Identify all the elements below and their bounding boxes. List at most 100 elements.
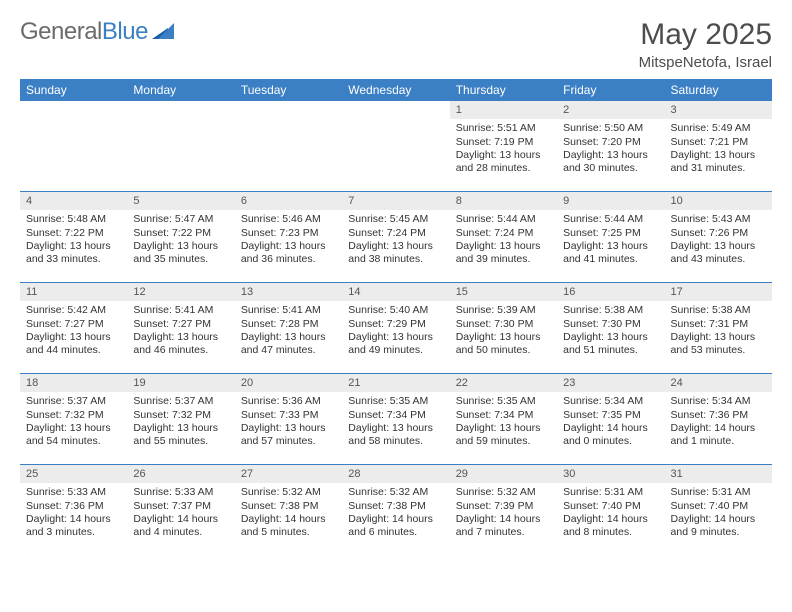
calendar-cell bbox=[342, 101, 449, 191]
calendar-cell bbox=[127, 101, 234, 191]
dow-sunday: Sunday bbox=[20, 79, 127, 101]
calendar-cell bbox=[235, 101, 342, 191]
calendar-body: 1Sunrise: 5:51 AMSunset: 7:19 PMDaylight… bbox=[20, 101, 772, 555]
day-content: Sunrise: 5:44 AMSunset: 7:24 PMDaylight:… bbox=[450, 210, 557, 273]
day-content: Sunrise: 5:37 AMSunset: 7:32 PMDaylight:… bbox=[127, 392, 234, 455]
day-number: 20 bbox=[235, 374, 342, 392]
calendar-cell: 17 Sunrise: 5:38 AMSunset: 7:31 PMDayligh… bbox=[665, 283, 772, 373]
daylight-text: Daylight: 13 hours and 53 minutes. bbox=[671, 331, 766, 358]
day-number: 3 bbox=[665, 101, 772, 119]
sunset-text: Sunset: 7:25 PM bbox=[563, 227, 658, 240]
sunset-text: Sunset: 7:24 PM bbox=[456, 227, 551, 240]
page-header: GeneralBlue May 2025 MitspeNetofa, Israe… bbox=[20, 18, 772, 71]
daylight-text: Daylight: 13 hours and 59 minutes. bbox=[456, 422, 551, 449]
day-content: Sunrise: 5:36 AMSunset: 7:33 PMDaylight:… bbox=[235, 392, 342, 455]
sunrise-text: Sunrise: 5:38 AM bbox=[671, 304, 766, 317]
calendar-cell: 8Sunrise: 5:44 AMSunset: 7:24 PMDaylight… bbox=[450, 192, 557, 282]
daylight-text: Daylight: 13 hours and 39 minutes. bbox=[456, 240, 551, 267]
daylight-text: Daylight: 14 hours and 9 minutes. bbox=[671, 513, 766, 540]
daylight-text: Daylight: 14 hours and 5 minutes. bbox=[241, 513, 336, 540]
daylight-text: Daylight: 14 hours and 0 minutes. bbox=[563, 422, 658, 449]
daylight-text: Daylight: 13 hours and 51 minutes. bbox=[563, 331, 658, 358]
calendar-cell: 10Sunrise: 5:43 AMSunset: 7:26 PMDayligh… bbox=[665, 192, 772, 282]
daylight-text: Daylight: 14 hours and 8 minutes. bbox=[563, 513, 658, 540]
dow-monday: Monday bbox=[127, 79, 234, 101]
dow-friday: Friday bbox=[557, 79, 664, 101]
sunrise-text: Sunrise: 5:37 AM bbox=[133, 395, 228, 408]
calendar-cell: 3Sunrise: 5:49 AMSunset: 7:21 PMDaylight… bbox=[665, 101, 772, 191]
day-content: Sunrise: 5:50 AMSunset: 7:20 PMDaylight:… bbox=[557, 119, 664, 182]
daylight-text: Daylight: 13 hours and 54 minutes. bbox=[26, 422, 121, 449]
logo-mark-icon bbox=[152, 18, 174, 46]
day-content: Sunrise: 5:43 AMSunset: 7:26 PMDaylight:… bbox=[665, 210, 772, 273]
day-number: 21 bbox=[342, 374, 449, 392]
day-content: Sunrise: 5:51 AMSunset: 7:19 PMDaylight:… bbox=[450, 119, 557, 182]
sunset-text: Sunset: 7:27 PM bbox=[26, 318, 121, 331]
sunset-text: Sunset: 7:21 PM bbox=[671, 136, 766, 149]
calendar-cell: 20Sunrise: 5:36 AMSunset: 7:33 PMDayligh… bbox=[235, 374, 342, 464]
daylight-text: Daylight: 13 hours and 38 minutes. bbox=[348, 240, 443, 267]
sunrise-text: Sunrise: 5:35 AM bbox=[348, 395, 443, 408]
dow-saturday: Saturday bbox=[665, 79, 772, 101]
calendar-cell: 9Sunrise: 5:44 AMSunset: 7:25 PMDaylight… bbox=[557, 192, 664, 282]
day-number: 23 bbox=[557, 374, 664, 392]
day-number: 5 bbox=[127, 192, 234, 210]
day-content: Sunrise: 5:35 AMSunset: 7:34 PMDaylight:… bbox=[342, 392, 449, 455]
month-title: May 2025 bbox=[639, 18, 772, 52]
sunset-text: Sunset: 7:20 PM bbox=[563, 136, 658, 149]
day-content: Sunrise: 5:31 AMSunset: 7:40 PMDaylight:… bbox=[665, 483, 772, 546]
sunset-text: Sunset: 7:23 PM bbox=[241, 227, 336, 240]
day-number: 15 bbox=[450, 283, 557, 301]
daylight-text: Daylight: 13 hours and 30 minutes. bbox=[563, 149, 658, 176]
logo-text-1: General bbox=[20, 18, 102, 46]
sunrise-text: Sunrise: 5:45 AM bbox=[348, 213, 443, 226]
daylight-text: Daylight: 13 hours and 35 minutes. bbox=[133, 240, 228, 267]
sunrise-text: Sunrise: 5:31 AM bbox=[563, 486, 658, 499]
calendar-header-row: Sunday Monday Tuesday Wednesday Thursday… bbox=[20, 79, 772, 101]
sunset-text: Sunset: 7:36 PM bbox=[671, 409, 766, 422]
day-number: 17 bbox=[665, 283, 772, 301]
sunrise-text: Sunrise: 5:37 AM bbox=[26, 395, 121, 408]
day-number: 2 bbox=[557, 101, 664, 119]
sunrise-text: Sunrise: 5:40 AM bbox=[348, 304, 443, 317]
day-content: Sunrise: 5:48 AMSunset: 7:22 PMDaylight:… bbox=[20, 210, 127, 273]
day-content: Sunrise: 5:32 AMSunset: 7:38 PMDaylight:… bbox=[235, 483, 342, 546]
day-number: 16 bbox=[557, 283, 664, 301]
calendar-cell: 27Sunrise: 5:32 AMSunset: 7:38 PMDayligh… bbox=[235, 465, 342, 555]
day-number: 22 bbox=[450, 374, 557, 392]
day-content: Sunrise: 5:33 AMSunset: 7:37 PMDaylight:… bbox=[127, 483, 234, 546]
sunrise-text: Sunrise: 5:32 AM bbox=[241, 486, 336, 499]
calendar-cell: 11Sunrise: 5:42 AMSunset: 7:27 PMDayligh… bbox=[20, 283, 127, 373]
daylight-text: Daylight: 14 hours and 3 minutes. bbox=[26, 513, 121, 540]
daylight-text: Daylight: 13 hours and 31 minutes. bbox=[671, 149, 766, 176]
day-content: Sunrise: 5:34 AMSunset: 7:36 PMDaylight:… bbox=[665, 392, 772, 455]
calendar-cell: 6Sunrise: 5:46 AMSunset: 7:23 PMDaylight… bbox=[235, 192, 342, 282]
day-number: 10 bbox=[665, 192, 772, 210]
day-number: 25 bbox=[20, 465, 127, 483]
sunset-text: Sunset: 7:30 PM bbox=[456, 318, 551, 331]
calendar-cell: 28Sunrise: 5:32 AMSunset: 7:38 PMDayligh… bbox=[342, 465, 449, 555]
sunset-text: Sunset: 7:31 PM bbox=[671, 318, 766, 331]
dow-thursday: Thursday bbox=[450, 79, 557, 101]
day-content: Sunrise: 5:42 AMSunset: 7:27 PMDaylight:… bbox=[20, 301, 127, 364]
day-number: 9 bbox=[557, 192, 664, 210]
calendar-cell: 24Sunrise: 5:34 AMSunset: 7:36 PMDayligh… bbox=[665, 374, 772, 464]
day-content: Sunrise: 5:38 AMSunset: 7:30 PMDaylight:… bbox=[557, 301, 664, 364]
calendar-cell: 29Sunrise: 5:32 AMSunset: 7:39 PMDayligh… bbox=[450, 465, 557, 555]
day-content: Sunrise: 5:45 AMSunset: 7:24 PMDaylight:… bbox=[342, 210, 449, 273]
sunset-text: Sunset: 7:39 PM bbox=[456, 500, 551, 513]
daylight-text: Daylight: 14 hours and 7 minutes. bbox=[456, 513, 551, 540]
daylight-text: Daylight: 13 hours and 57 minutes. bbox=[241, 422, 336, 449]
calendar-cell: 12Sunrise: 5:41 AMSunset: 7:27 PMDayligh… bbox=[127, 283, 234, 373]
day-content: Sunrise: 5:33 AMSunset: 7:36 PMDaylight:… bbox=[20, 483, 127, 546]
sunset-text: Sunset: 7:27 PM bbox=[133, 318, 228, 331]
calendar-cell: 1Sunrise: 5:51 AMSunset: 7:19 PMDaylight… bbox=[450, 101, 557, 191]
daylight-text: Daylight: 13 hours and 41 minutes. bbox=[563, 240, 658, 267]
calendar-cell: 22Sunrise: 5:35 AMSunset: 7:34 PMDayligh… bbox=[450, 374, 557, 464]
sunset-text: Sunset: 7:40 PM bbox=[671, 500, 766, 513]
calendar-cell: 21Sunrise: 5:35 AMSunset: 7:34 PMDayligh… bbox=[342, 374, 449, 464]
sunset-text: Sunset: 7:37 PM bbox=[133, 500, 228, 513]
day-content: Sunrise: 5:39 AMSunset: 7:30 PMDaylight:… bbox=[450, 301, 557, 364]
calendar-cell: 5Sunrise: 5:47 AMSunset: 7:22 PMDaylight… bbox=[127, 192, 234, 282]
logo: GeneralBlue bbox=[20, 18, 174, 46]
